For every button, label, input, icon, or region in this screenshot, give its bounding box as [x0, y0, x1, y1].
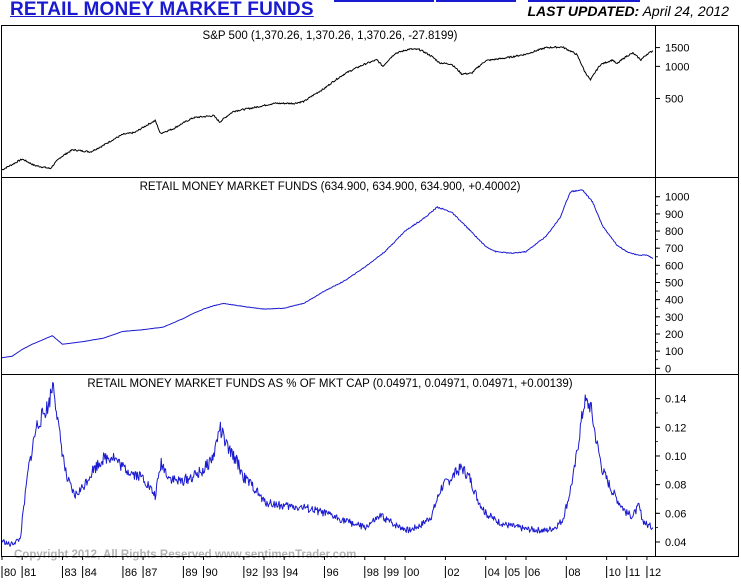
chart-border	[1, 25, 739, 557]
x-tick-label: 86	[125, 567, 137, 579]
x-tick-label: 87	[145, 567, 157, 579]
mmf-pct-y-tick-label: 0.14	[665, 394, 686, 406]
page-title[interactable]: RETAIL MONEY MARKET FUNDS	[10, 0, 314, 20]
mmf-pct-panel-title: RETAIL MONEY MARKET FUNDS AS % OF MKT CA…	[87, 378, 572, 390]
copyright-text: Copyright 2012, All Rights Reserved www.…	[14, 549, 356, 561]
x-tick-label: 05	[508, 567, 520, 579]
mmf-line	[1, 189, 654, 359]
x-tick-label: 81	[24, 567, 36, 579]
x-tick-label: 10	[609, 567, 621, 579]
x-tick-label: 98	[367, 567, 379, 579]
x-tick-label: 94	[286, 567, 298, 579]
mmf-y-tick-label: 100	[665, 346, 683, 358]
x-axis: 80 81 83 84 86 87 89 90 92 93 94 96 98 99 00 02 04 05 06 08…	[1, 556, 661, 579]
x-tick-label: 92	[246, 567, 258, 579]
chart-frames	[1, 25, 739, 557]
x-tick-label: 89	[185, 567, 197, 579]
x-tick-label: 04	[488, 567, 500, 579]
mmf-panel: RETAIL MONEY MARKET FUNDS (634.900, 634.…	[1, 181, 689, 375]
sp500-y-tick-label: 1500	[665, 43, 689, 55]
mmf-y-tick-label: 400	[665, 295, 683, 307]
top-rule	[334, 0, 434, 2]
mmf-y-tick-label: 200	[665, 329, 683, 341]
last-updated-date: April 24, 2012	[642, 3, 729, 19]
last-updated-label: LAST UPDATED:	[527, 3, 640, 19]
mmf-pct-y-tick-label: 0.06	[665, 508, 686, 520]
mmf-pct-y-tick-label: 0.04	[665, 537, 686, 549]
sp500-panel: S&P 500 (1,370.26, 1,370.26, 1,370.26, -…	[1, 30, 689, 171]
x-tick-label: 08	[568, 567, 580, 579]
mmf-y-tick-label: 800	[665, 226, 683, 238]
mmf-y-tick-label: 0	[665, 363, 671, 375]
x-tick-label: 96	[326, 567, 338, 579]
last-updated: LAST UPDATED: April 24, 2012	[527, 3, 729, 19]
mmf-panel-title: RETAIL MONEY MARKET FUNDS (634.900, 634.…	[140, 181, 521, 193]
mmf-pct-y-tick-label: 0.12	[665, 422, 686, 434]
x-tick-label: 00	[407, 567, 419, 579]
mmf-pct-line	[1, 382, 654, 547]
x-tick-label: 90	[206, 567, 218, 579]
x-tick-label: 84	[85, 567, 97, 579]
mmf-y-tick-label: 500	[665, 278, 683, 290]
mmf-y-tick-label: 600	[665, 260, 683, 272]
sp500-line	[1, 45, 654, 171]
x-tick-label: 99	[387, 567, 399, 579]
x-tick-label: 93	[266, 567, 278, 579]
mmf-pct-y-tick-label: 0.10	[665, 451, 686, 463]
sp500-y-tick-label: 1000	[665, 61, 689, 73]
top-rule	[528, 0, 640, 2]
sp500-panel-title: S&P 500 (1,370.26, 1,370.26, 1,370.26, -…	[203, 30, 458, 42]
sp500-y-tick-label: 500	[665, 93, 683, 105]
mmf-y-tick-label: 300	[665, 312, 683, 324]
x-tick-label: 83	[64, 567, 76, 579]
mmf-y-tick-label: 700	[665, 243, 683, 255]
mmf-y-tick-label: 1000	[665, 192, 689, 204]
mmf-pct-panel: RETAIL MONEY MARKET FUNDS AS % OF MKT CA…	[1, 378, 686, 549]
x-tick-label: 80	[4, 567, 16, 579]
top-rule	[436, 0, 516, 2]
x-tick-label: 06	[528, 567, 540, 579]
x-tick-label: 12	[649, 567, 661, 579]
mmf-pct-y-tick-label: 0.08	[665, 480, 686, 492]
x-tick-label: 02	[447, 567, 459, 579]
mmf-y-tick-label: 900	[665, 209, 683, 221]
page-header: RETAIL MONEY MARKET FUNDS LAST UPDATED: …	[0, 0, 741, 24]
x-tick-label: 11	[629, 567, 640, 579]
